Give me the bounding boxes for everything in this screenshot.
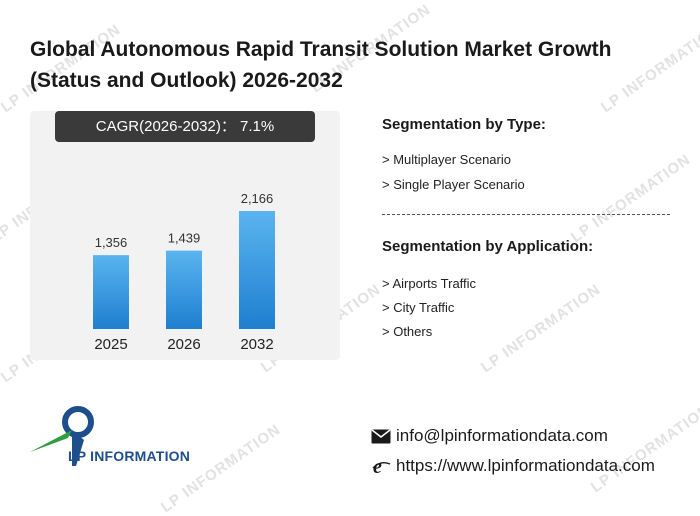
type-segmentation-heading: Segmentation by Type: <box>382 116 546 133</box>
bar-2026 <box>166 250 202 329</box>
application-item: > City Traffic <box>382 300 455 315</box>
bar-chart: 1,356 2025 1,439 2026 2,166 2032 <box>93 191 275 353</box>
watermark: LP INFORMATION <box>567 150 694 247</box>
data-label-2025: 1,356 <box>95 235 128 250</box>
logo-text: LP INFORMATION <box>68 448 191 464</box>
application-segmentation-heading: Segmentation by Application: <box>382 238 594 255</box>
cagr-badge: CAGR(2026-2032)： 7.1% <box>55 111 315 142</box>
svg-text:e: e <box>373 456 382 476</box>
bar-2025 <box>93 255 129 329</box>
type-item: > Multiplayer Scenario <box>382 152 511 167</box>
browser-e-icon: e <box>370 456 392 476</box>
website-text[interactable]: https://www.lpinformationdata.com <box>396 456 655 475</box>
application-item: > Airports Traffic <box>382 276 477 291</box>
website-contact[interactable]: e https://www.lpinformationdata.com <box>370 456 655 476</box>
page-title: Global Autonomous Rapid Transit Solution… <box>30 38 612 92</box>
watermark: LP INFORMATION <box>477 280 604 377</box>
watermark: LP INFORMATION <box>587 400 700 497</box>
email-contact[interactable]: info@lpinformationdata.com <box>370 426 608 446</box>
email-text[interactable]: info@lpinformationdata.com <box>396 426 608 445</box>
x-tick-label-2032: 2032 <box>240 336 273 353</box>
company-logo <box>30 406 94 466</box>
type-item: > Single Player Scenario <box>382 177 525 192</box>
data-label-2026: 1,439 <box>168 231 201 246</box>
data-label-2032: 2,166 <box>241 191 274 206</box>
application-item: > Others <box>382 324 433 339</box>
x-tick-label-2026: 2026 <box>167 336 200 353</box>
envelope-icon <box>370 426 392 446</box>
x-tick-label-2025: 2025 <box>94 336 127 353</box>
divider <box>382 214 670 215</box>
bar-2032 <box>239 211 275 329</box>
